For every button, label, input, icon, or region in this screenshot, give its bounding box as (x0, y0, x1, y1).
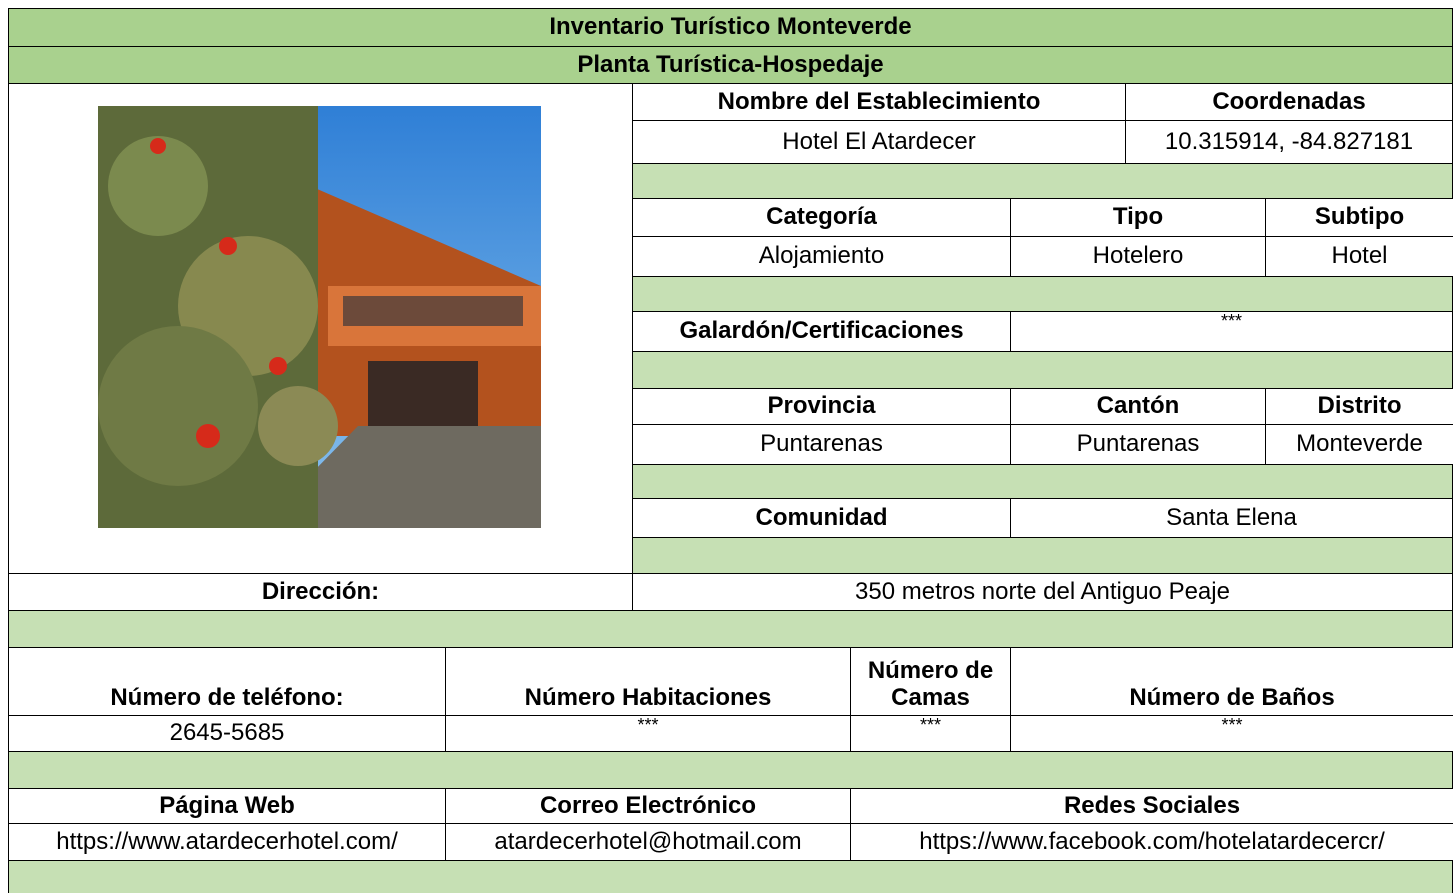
empty-row (632, 464, 1453, 499)
field-value: Santa Elena (1010, 498, 1453, 538)
field-value: Puntarenas (632, 424, 1011, 465)
field-value: Alojamiento (632, 236, 1011, 277)
field-label: Dirección: (8, 573, 633, 611)
empty-row (8, 610, 1453, 648)
field-label: Nombre del Establecimiento (632, 83, 1126, 121)
field-label: Redes Sociales (850, 788, 1453, 824)
field-value: Hotel El Atardecer (632, 120, 1126, 164)
field-label: Número de Camas (850, 647, 1011, 716)
field-value: 350 metros norte del Antiguo Peaje (632, 573, 1453, 611)
empty-row (632, 537, 1453, 574)
field-label: Comunidad (632, 498, 1011, 538)
field-label: Número Habitaciones (445, 647, 851, 716)
empty-row (8, 860, 1453, 893)
field-label: Coordenadas (1125, 83, 1453, 121)
field-value: https://www.atardecerhotel.com/ (8, 823, 446, 861)
field-label: Cantón (1010, 388, 1266, 425)
field-label: Número de Baños (1010, 647, 1453, 716)
field-value: Hotelero (1010, 236, 1266, 277)
empty-row (632, 163, 1453, 199)
field-label: Correo Electrónico (445, 788, 851, 824)
field-label: Tipo (1010, 198, 1266, 237)
empty-row (8, 751, 1453, 789)
field-label: Galardón/Certificaciones (632, 311, 1011, 352)
field-value: *** (1010, 311, 1453, 352)
field-label: Subtipo (1265, 198, 1453, 237)
field-value: Monteverde (1265, 424, 1453, 465)
field-value: *** (445, 715, 851, 752)
empty-row (632, 351, 1453, 389)
field-label: Provincia (632, 388, 1011, 425)
field-value: atardecerhotel@hotmail.com (445, 823, 851, 861)
field-value: Hotel (1265, 236, 1453, 277)
field-value: 10.315914, -84.827181 (1125, 120, 1453, 164)
field-label: Distrito (1265, 388, 1453, 425)
field-value: *** (850, 715, 1011, 752)
subtitle: Planta Turística-Hospedaje (8, 46, 1453, 84)
empty-row (632, 276, 1453, 312)
field-label: Categoría (632, 198, 1011, 237)
title: Inventario Turístico Monteverde (8, 8, 1453, 47)
field-label: Número de teléfono: (8, 647, 446, 716)
field-value: 2645-5685 (8, 715, 446, 752)
hotel-photo (98, 106, 541, 528)
field-value: https://www.facebook.com/hotelatardecerc… (850, 823, 1453, 861)
field-value: Puntarenas (1010, 424, 1266, 465)
field-label: Página Web (8, 788, 446, 824)
field-value: *** (1010, 715, 1453, 752)
